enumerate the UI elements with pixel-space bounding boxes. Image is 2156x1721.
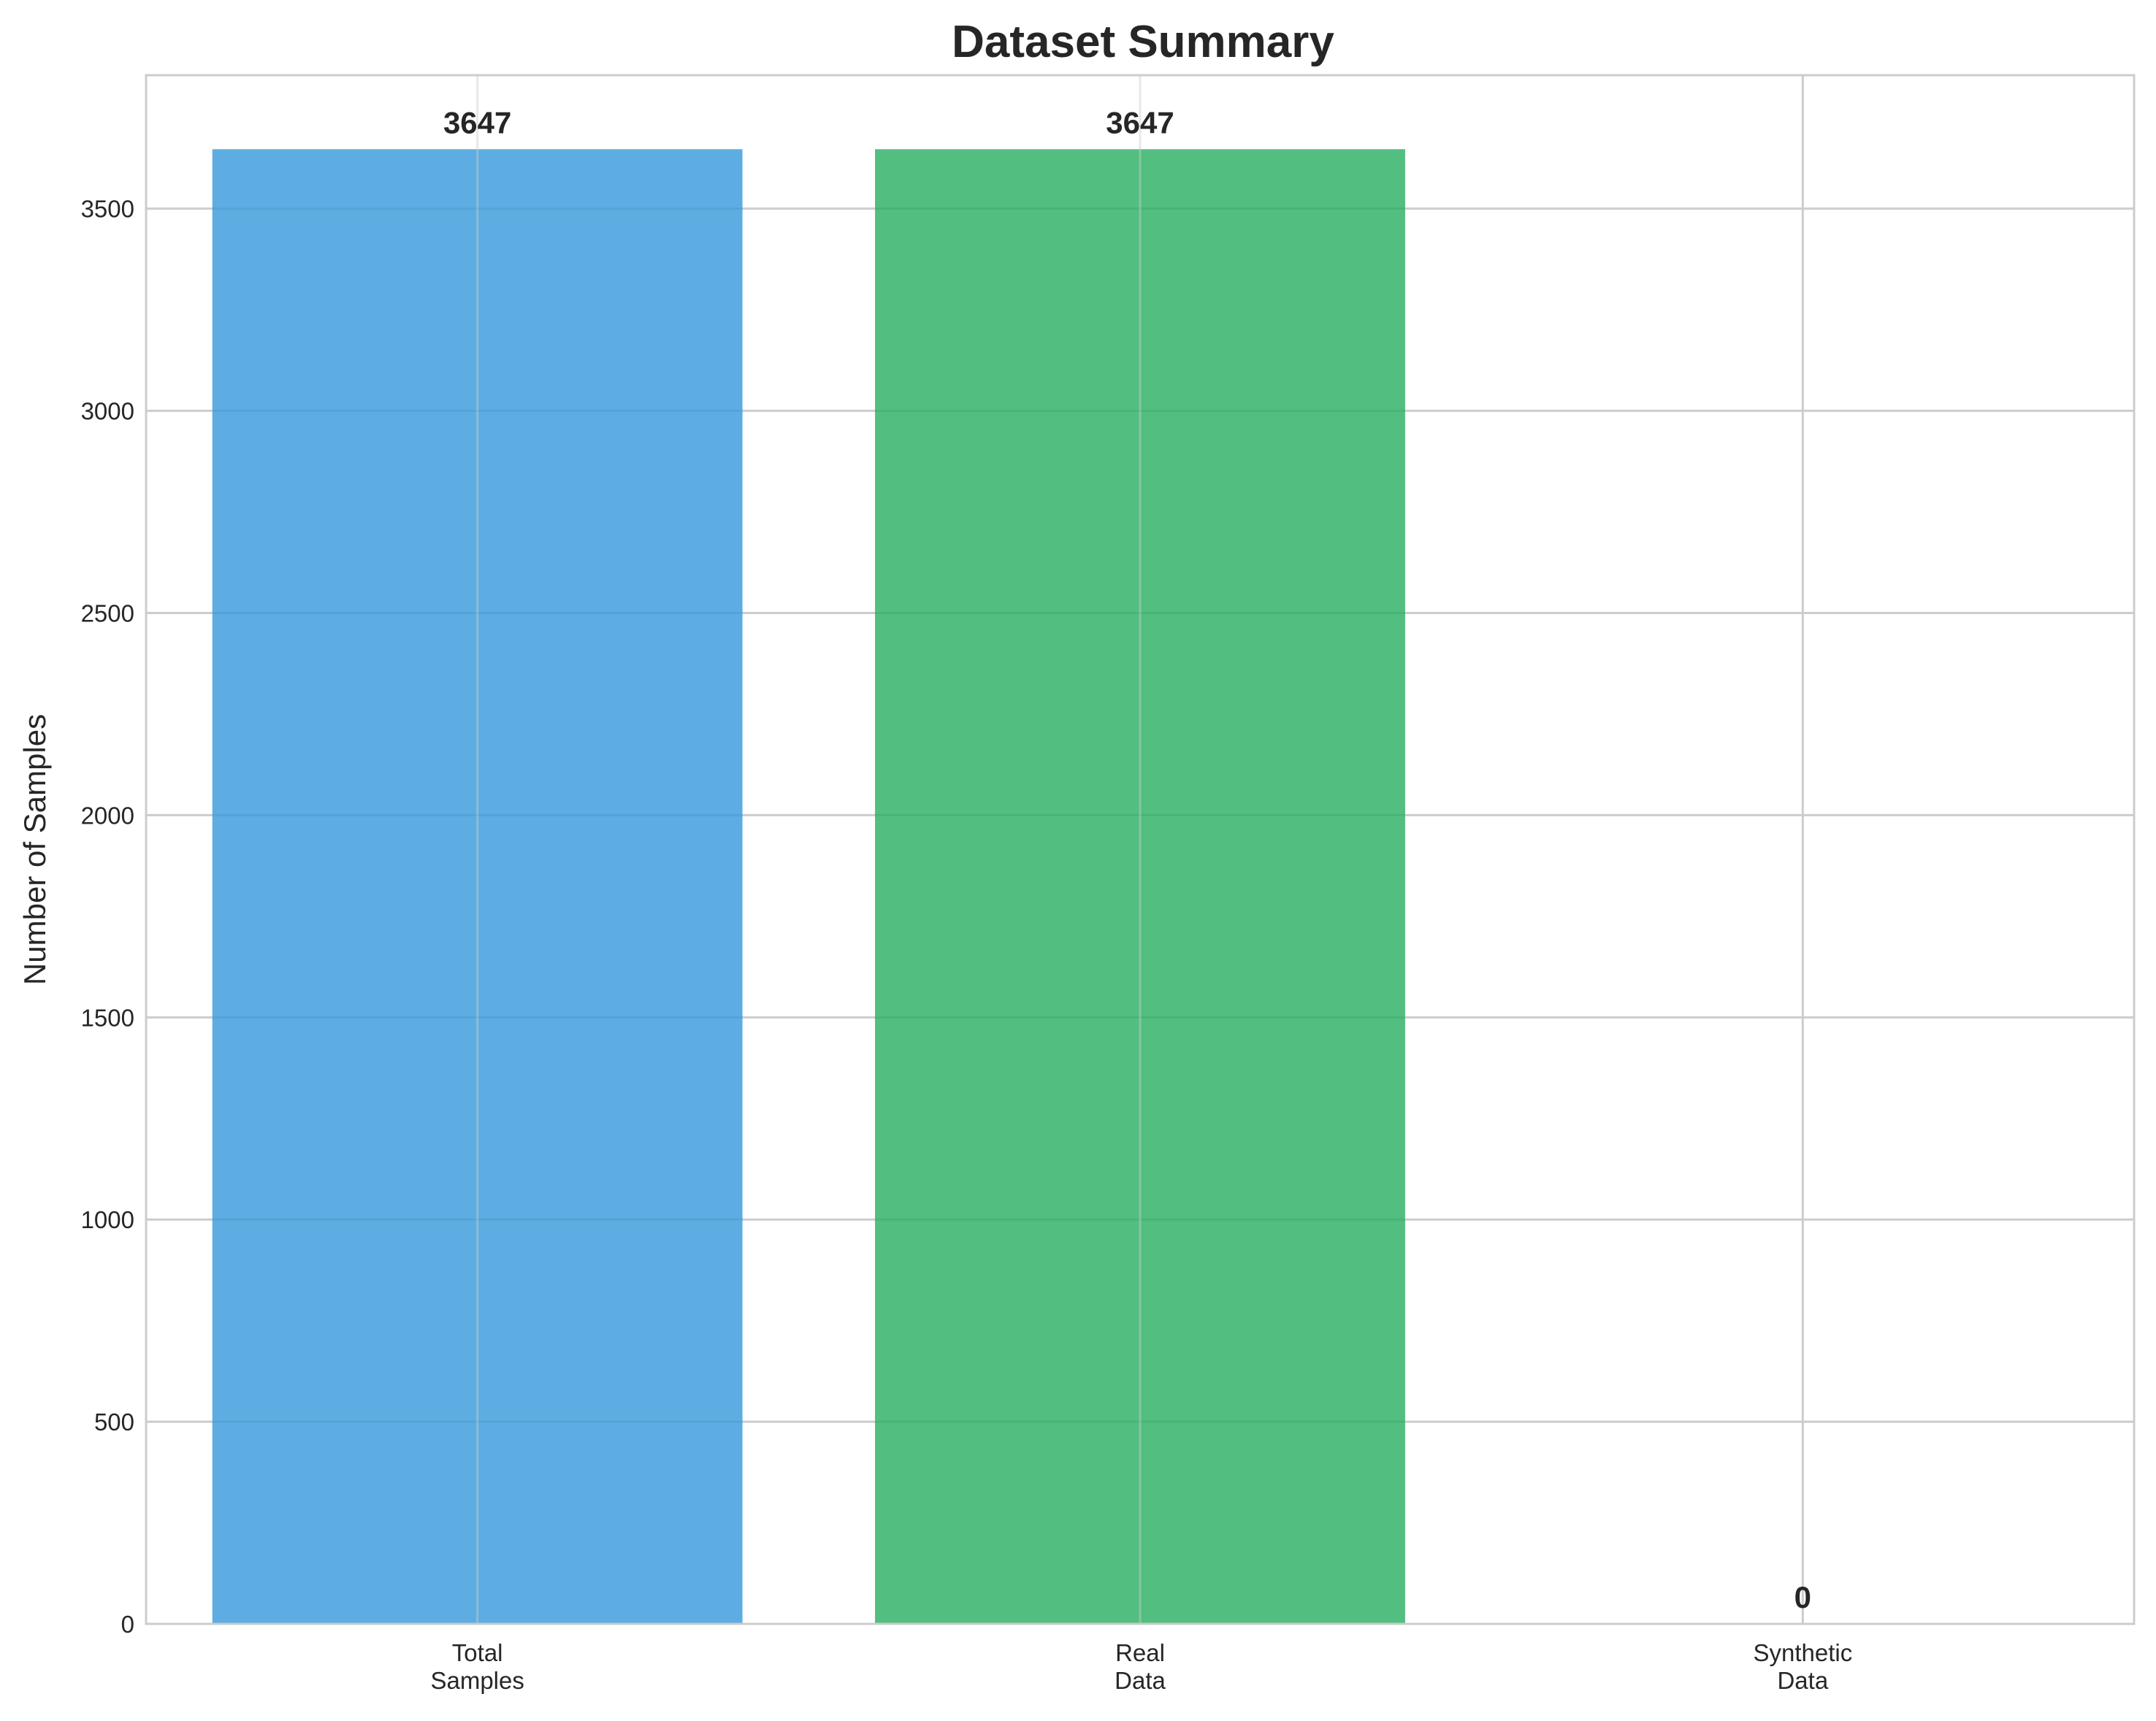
bar: [212, 149, 743, 1625]
y-tick-label: 1000: [81, 1206, 134, 1233]
y-tick-label: 2000: [81, 802, 134, 829]
y-tick-label: 2500: [81, 600, 134, 627]
x-tick-label: Synthetic: [1753, 1639, 1852, 1666]
data-label: 3647: [1106, 105, 1174, 139]
vertical-grid-lines: [476, 75, 1804, 1624]
bar: [875, 149, 1405, 1625]
x-tick-label: Samples: [430, 1667, 524, 1694]
y-tick-label: 500: [94, 1408, 134, 1436]
y-tick-label: 1500: [81, 1004, 134, 1031]
y-tick-label: 3000: [81, 398, 134, 425]
data-label: 0: [1794, 1580, 1811, 1614]
bars: [212, 149, 1405, 1625]
data-labels: 3647 3647 0: [443, 105, 1811, 1614]
y-axis-label: Number of Samples: [18, 714, 52, 985]
x-tick-label: Real: [1115, 1639, 1165, 1666]
chart-title: Dataset Summary: [952, 17, 1334, 67]
y-tick-label: 0: [121, 1611, 134, 1638]
y-tick-labels: 0 500 1000 1500 2000 2500 3000 3500: [81, 196, 134, 1638]
x-tick-label: Total: [452, 1639, 503, 1666]
y-tick-label: 3500: [81, 196, 134, 223]
x-tick-label: Data: [1777, 1667, 1828, 1694]
data-label: 3647: [443, 105, 511, 139]
x-tick-label: Data: [1115, 1667, 1166, 1694]
plot-frame: [145, 74, 2136, 1625]
